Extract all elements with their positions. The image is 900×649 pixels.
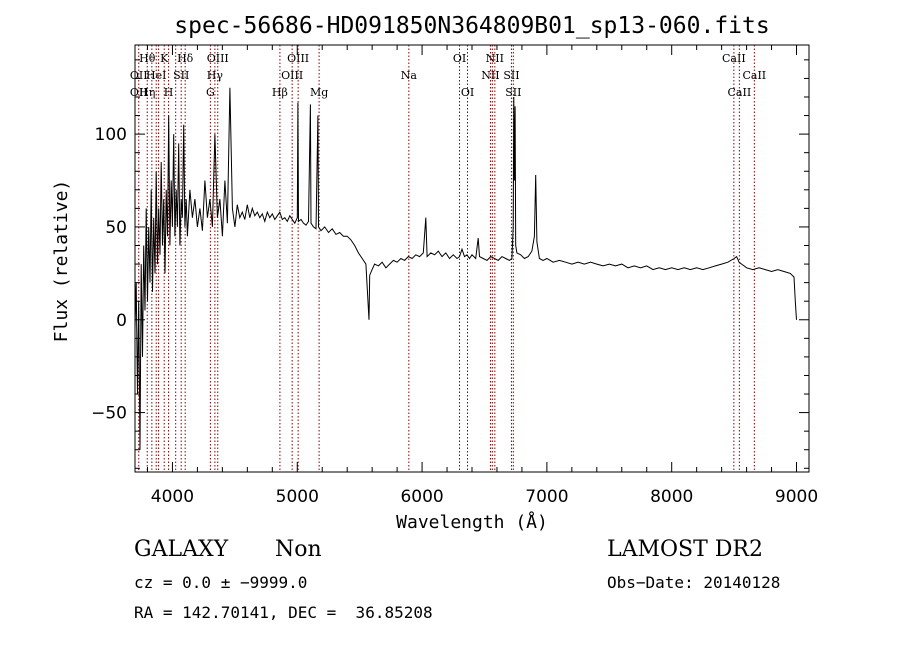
line-marker-label: OIII: [281, 69, 303, 82]
line-marker-label: OII: [130, 86, 148, 99]
line-marker-label: Hγ: [207, 69, 224, 82]
object-subclass: Non: [275, 537, 322, 562]
line-marker-label: G: [206, 86, 215, 99]
line-marker-label: CaII: [742, 69, 766, 82]
line-marker-label: HeI: [146, 69, 166, 82]
x-tick-label: 4000: [151, 487, 194, 507]
y-tick-label: 100: [95, 125, 127, 145]
line-marker-label: NII: [481, 69, 499, 82]
emission-line-markers: OII OII Hθ Hη HeI K H SII Hδ G Hγ OIII Hβ OIII OIII Mg N…: [130, 45, 766, 472]
survey-name: LAMOST DR2: [607, 537, 763, 562]
x-axis-label: Wavelength (Å): [396, 511, 548, 533]
redshift-cz: cz = 0.0 ± −9999.0: [134, 573, 308, 592]
x-axis: 4000 5000 6000 7000 8000 9000: [146, 45, 818, 507]
line-marker-label: Hβ: [272, 86, 288, 99]
x-tick-label: 9000: [775, 487, 818, 507]
y-axis-label: Flux (relative): [51, 180, 72, 343]
y-axis: −50 0 50 100: [91, 59, 809, 469]
line-marker-label: Hθ: [139, 52, 156, 65]
line-marker-label: NII: [486, 52, 504, 65]
line-marker-label: K: [160, 52, 169, 65]
line-marker-label: OIII: [287, 52, 309, 65]
y-tick-label: 50: [105, 218, 127, 238]
line-marker-label: SII: [503, 69, 519, 82]
x-tick-label: 6000: [400, 487, 443, 507]
object-class: GALAXY: [134, 537, 229, 562]
line-marker-label: H: [164, 86, 174, 99]
line-marker-label: OI: [453, 52, 466, 65]
line-marker-label: Mg: [310, 86, 328, 99]
line-marker-label: OII: [130, 69, 148, 82]
line-marker-label: CaII: [722, 52, 746, 65]
ra-dec-coordinates: RA = 142.70141, DEC = 36.85208: [134, 603, 433, 622]
line-marker-label: Hδ: [177, 52, 194, 65]
spectrum-line-group: [134, 87, 797, 450]
chart-title: spec-56686-HD091850N364809B01_sp13-060.f…: [174, 13, 769, 39]
x-tick-label: 8000: [650, 487, 693, 507]
plot-frame: [134, 44, 810, 473]
line-marker-label: Hη: [139, 86, 155, 99]
y-tick-label: 0: [116, 311, 127, 331]
line-marker-label: SII: [505, 86, 521, 99]
line-marker-label: Na: [401, 69, 418, 82]
line-marker-label: CaII: [728, 86, 752, 99]
spectrum-line: [134, 87, 797, 450]
x-tick-label: 5000: [276, 487, 319, 507]
y-tick-label: −50: [91, 404, 127, 424]
observation-date: Obs−Date: 20140128: [607, 573, 781, 592]
line-marker-label: SII: [173, 69, 189, 82]
line-marker-label: OI: [461, 86, 474, 99]
x-tick-label: 7000: [525, 487, 568, 507]
line-marker-label: OIII: [207, 52, 229, 65]
